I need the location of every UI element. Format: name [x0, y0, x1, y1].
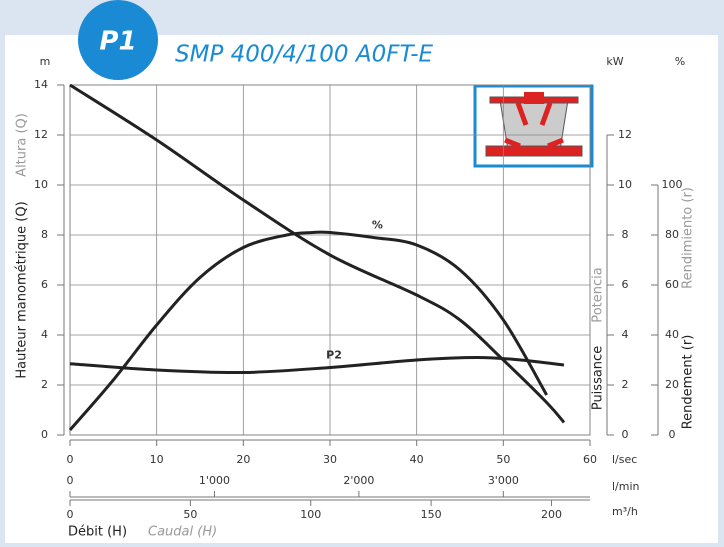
- y3-label-alt: Rendimiento (r): [681, 187, 696, 289]
- y-tick-label: 8: [41, 228, 48, 241]
- y2-label-alt: Potencia: [591, 267, 606, 322]
- y2-tick-label: 6: [622, 278, 629, 291]
- x2-tick-label: 2'000: [343, 474, 374, 487]
- curve: [68, 230, 548, 431]
- y-label: Hauteur manométrique (Q): [15, 201, 30, 378]
- y2-tick-label: 2: [622, 378, 629, 391]
- x-unit: l/sec: [612, 453, 637, 466]
- x2-tick-label: 1'000: [199, 474, 230, 487]
- y-unit: m: [40, 55, 51, 68]
- x-tick-label: 10: [150, 453, 164, 466]
- y-tick-label: 14: [34, 78, 48, 91]
- y3-unit: %: [675, 55, 685, 68]
- x2-tick-label: 0: [67, 474, 74, 487]
- x-tick-label: 40: [410, 453, 424, 466]
- curve-label: %: [372, 219, 383, 232]
- y-tick-label: 6: [41, 278, 48, 291]
- curve: [69, 355, 565, 375]
- y3-label: Rendement (r): [681, 335, 696, 430]
- x-label: Débit (H): [68, 525, 127, 540]
- x-label-alt: Caudal (H): [148, 525, 217, 540]
- chart-title: SMP 400/4/100 A0FT-E: [175, 42, 434, 68]
- y-tick-label: 12: [34, 128, 48, 141]
- curve: [69, 83, 566, 424]
- y2-tick-label: 4: [622, 328, 629, 341]
- y-tick-label: 2: [41, 378, 48, 391]
- y2-unit: kW: [606, 55, 623, 68]
- x3-unit: m³/h: [612, 505, 638, 518]
- y2-tick-label: 8: [622, 228, 629, 241]
- y3-tick-label: 0: [669, 428, 676, 441]
- y3-tick-label: 80: [665, 228, 679, 241]
- x-tick-label: 0: [67, 453, 74, 466]
- y2-tick-label: 0: [622, 428, 629, 441]
- y2-label: Puissance: [591, 346, 606, 410]
- x2-tick-label: 3'000: [488, 474, 519, 487]
- y3-tick-label: 20: [665, 378, 679, 391]
- x3-tick-label: 150: [421, 508, 442, 521]
- x-tick-label: 50: [496, 453, 510, 466]
- x3-tick-label: 50: [183, 508, 197, 521]
- x-tick-label: 20: [236, 453, 250, 466]
- y-tick-label: 10: [34, 178, 48, 191]
- y3-tick-label: 60: [665, 278, 679, 291]
- x3-tick-label: 0: [67, 508, 74, 521]
- y3-tick-label: 100: [662, 178, 683, 191]
- x3-tick-label: 200: [541, 508, 562, 521]
- x2-unit: l/min: [612, 480, 640, 493]
- x3-tick-label: 100: [300, 508, 321, 521]
- x-tick-label: 30: [323, 453, 337, 466]
- badge: [78, 0, 158, 80]
- pump-illustration: [473, 84, 594, 168]
- curve-label: P2: [326, 349, 342, 362]
- badge-text: P1: [99, 27, 136, 57]
- y-tick-label: 4: [41, 328, 48, 341]
- y2-tick-label: 10: [618, 178, 632, 191]
- y-label-alt: Altura (Q): [15, 113, 30, 177]
- y-tick-label: 0: [41, 428, 48, 441]
- y3-tick-label: 40: [665, 328, 679, 341]
- y2-tick-label: 12: [618, 128, 632, 141]
- x-tick-label: 60: [583, 453, 597, 466]
